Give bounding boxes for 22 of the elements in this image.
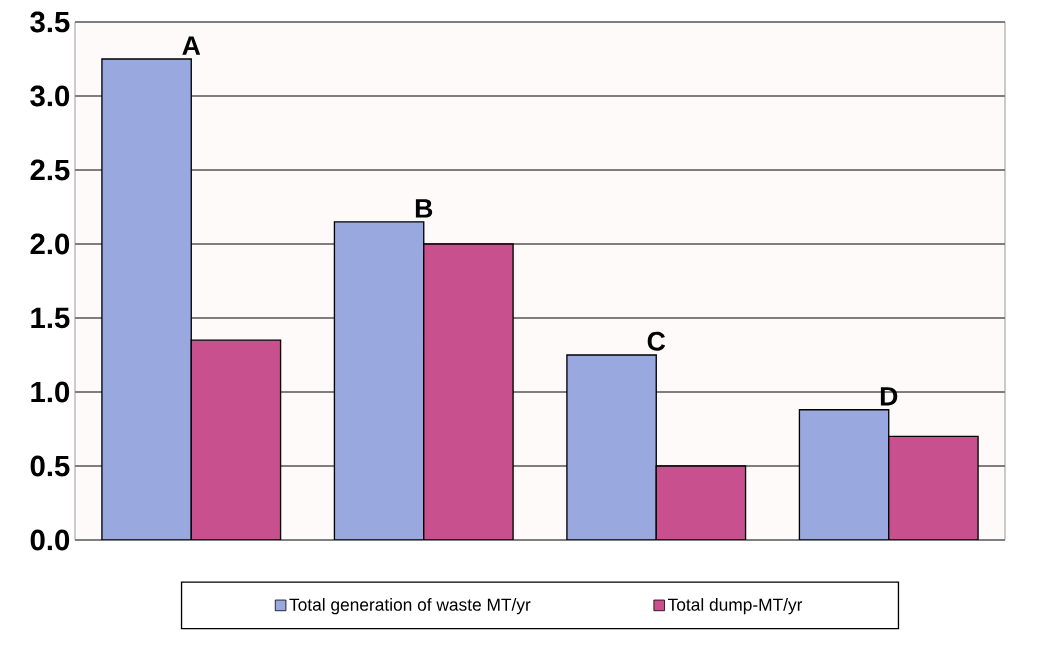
bar — [333, 221, 425, 540]
legend-label: Total generation of waste MT/yr — [289, 598, 531, 615]
y-tick-label: 0.0 — [30, 529, 70, 551]
bar — [190, 339, 282, 540]
legend-label: Total dump-MT/yr — [668, 598, 803, 615]
bar — [655, 465, 747, 540]
bar — [566, 354, 657, 540]
y-tick-label: 3.0 — [30, 85, 70, 107]
y-tick-label: 0.5 — [30, 455, 70, 477]
y-tick-label: 1.5 — [31, 307, 70, 329]
x-tick-label: A — [182, 36, 201, 55]
bar — [888, 435, 979, 540]
y-tick-label: 3.5 — [30, 11, 70, 33]
y-tick-label: 2.0 — [30, 233, 70, 255]
y-tick-label: 2.5 — [30, 159, 70, 181]
y-tick-label: 1.0 — [31, 381, 70, 403]
x-tick-label: D — [880, 387, 898, 406]
bar — [423, 243, 514, 540]
x-tick-label: B — [415, 199, 433, 218]
bar — [798, 409, 890, 540]
x-tick-label: C — [647, 331, 666, 351]
bar — [101, 58, 192, 540]
